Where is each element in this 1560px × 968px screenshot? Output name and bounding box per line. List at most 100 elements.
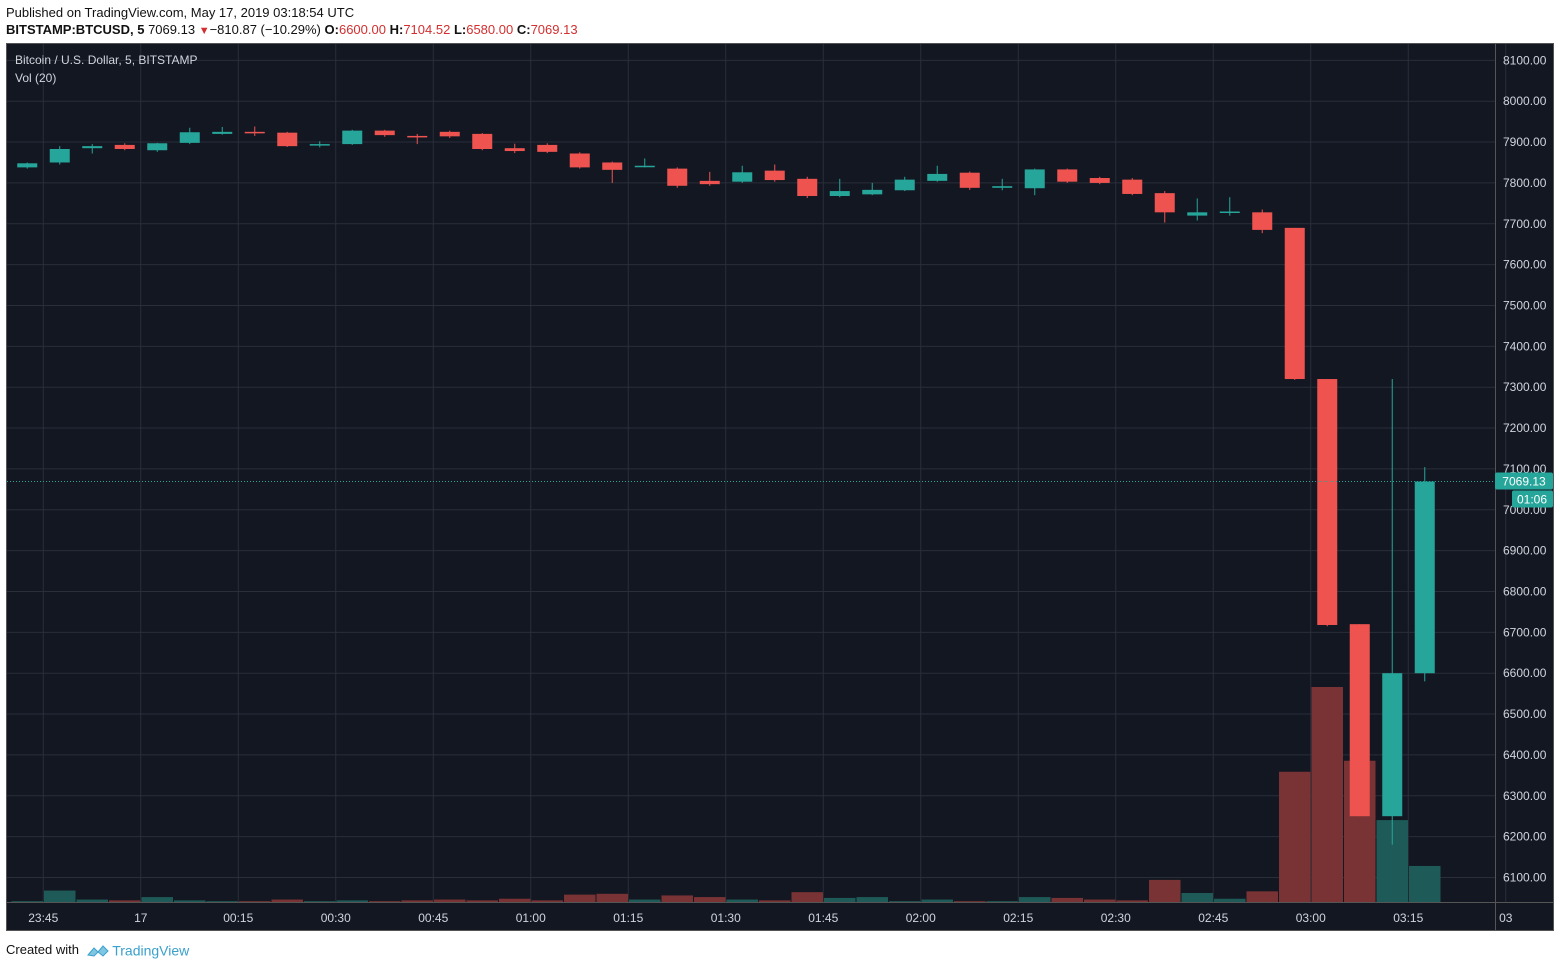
volume-bar (11, 901, 43, 902)
candle[interactable] (699, 171, 720, 186)
price-tick-label: 6900.00 (1503, 544, 1547, 558)
candle[interactable] (114, 143, 135, 151)
published-line: Published on TradingView.com, May 17, 20… (6, 5, 355, 20)
price-tick-label: 7700.00 (1503, 217, 1547, 231)
time-tick-label: 02:00 (906, 911, 936, 925)
candle-body (569, 153, 590, 168)
volume-bar (889, 901, 921, 902)
candle[interactable] (472, 133, 493, 151)
volume-bar (1246, 891, 1278, 902)
price-tick-label: 6200.00 (1503, 830, 1547, 844)
candle[interactable] (602, 161, 623, 183)
time-tick-label: 03:00 (1296, 911, 1326, 925)
volume-bar (531, 900, 563, 902)
candle[interactable] (374, 129, 395, 137)
candle[interactable] (309, 141, 330, 148)
candle[interactable] (797, 176, 818, 199)
candle[interactable] (537, 143, 558, 154)
volume-bar (921, 899, 953, 902)
candle[interactable] (634, 158, 655, 168)
candle-body (1252, 212, 1273, 230)
down-arrow-icon: ▼ (198, 25, 210, 37)
candle[interactable] (1349, 624, 1370, 817)
open-value: 6600.00 (338, 22, 386, 37)
candle[interactable] (894, 176, 915, 192)
candle[interactable] (764, 164, 785, 182)
candle[interactable] (49, 146, 70, 165)
volume-bar (661, 895, 693, 902)
candle[interactable] (1024, 168, 1045, 196)
candles[interactable] (17, 126, 1435, 845)
low-label: L: (453, 22, 467, 37)
volume-bar (791, 892, 823, 902)
candle[interactable] (17, 162, 38, 169)
price-axis[interactable]: 6100.00 6200.00 6300.00 6400.00 6500.00 6600.… (1503, 53, 1547, 884)
candle-body (764, 170, 785, 181)
candle[interactable] (212, 126, 233, 135)
candle[interactable] (1317, 379, 1338, 627)
candle[interactable] (862, 182, 883, 196)
candle[interactable] (504, 143, 525, 154)
candle-body (1414, 481, 1435, 674)
symbol-label[interactable]: BITSTAMP:BTCUSD, 5 (6, 22, 145, 37)
candle-body (439, 131, 460, 137)
candle[interactable] (179, 127, 200, 145)
time-axis[interactable]: 23:45 17 00:15 00:30 00:45 01:00 01:15 01:30 01:… (28, 911, 1513, 925)
candle-body (1219, 211, 1240, 214)
candle-body (1089, 178, 1110, 183)
price-chart[interactable]: 6100.00 6200.00 6300.00 6400.00 6500.00 6600.… (7, 44, 1553, 930)
candle-body (797, 178, 818, 196)
candle[interactable] (927, 165, 948, 182)
candle[interactable] (342, 129, 363, 145)
volume-bars (11, 687, 1441, 902)
candle[interactable] (439, 130, 460, 138)
candle-body (244, 131, 265, 134)
price-tick-label: 8100.00 (1503, 53, 1547, 67)
candle[interactable] (667, 167, 688, 188)
price-tick-label: 7600.00 (1503, 258, 1547, 272)
candle-body (1122, 179, 1143, 194)
tradingview-brand[interactable]: TradingView (112, 942, 190, 959)
price-tick-label: 6500.00 (1503, 707, 1547, 721)
candle[interactable] (992, 178, 1013, 191)
price-tick-label: 8000.00 (1503, 94, 1547, 108)
candle[interactable] (147, 142, 168, 152)
price-tick-label: 6600.00 (1503, 666, 1547, 680)
candle[interactable] (732, 165, 753, 183)
candle[interactable] (1122, 178, 1143, 196)
candle-body (472, 133, 493, 150)
candle[interactable] (82, 144, 103, 154)
price-tick-label: 7800.00 (1503, 176, 1547, 190)
candle[interactable] (1414, 467, 1435, 682)
price-tick-label: 7500.00 (1503, 298, 1547, 312)
last-price: 7069.13 (148, 22, 196, 37)
candle-body (959, 172, 980, 188)
candle[interactable] (244, 126, 265, 136)
candle-body (732, 172, 753, 182)
candle[interactable] (277, 131, 298, 147)
price-tick-label: 6700.00 (1503, 625, 1547, 639)
volume-bar (401, 900, 433, 902)
candle[interactable] (1187, 198, 1208, 221)
candle-body (1317, 379, 1338, 625)
candle-body (1024, 169, 1045, 189)
candle[interactable] (1089, 176, 1110, 185)
candle[interactable] (829, 178, 850, 198)
volume-bar (141, 897, 173, 902)
candle[interactable] (1382, 379, 1403, 845)
time-tick-label: 02:15 (1003, 911, 1033, 925)
candle-body (147, 143, 168, 151)
candle[interactable] (1219, 197, 1240, 216)
low-value: 6580.00 (466, 22, 514, 37)
footer: Created with TradingView (6, 942, 189, 959)
candle[interactable] (569, 152, 590, 169)
volume-bar (1311, 687, 1343, 902)
volume-bar (1084, 899, 1116, 902)
candle[interactable] (1252, 209, 1273, 234)
candle[interactable] (1284, 227, 1305, 380)
time-tick-label: 01:45 (808, 911, 838, 925)
candle[interactable] (959, 171, 980, 190)
candle[interactable] (1154, 191, 1175, 223)
candle[interactable] (1057, 168, 1078, 183)
candle[interactable] (407, 133, 428, 145)
